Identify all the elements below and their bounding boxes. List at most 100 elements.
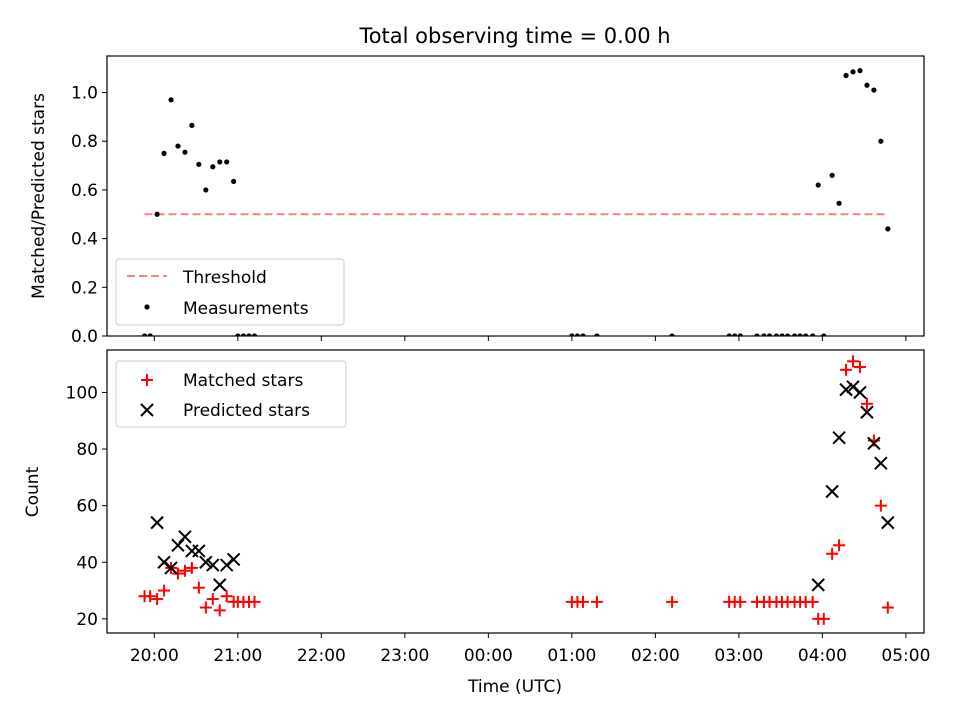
predicted-star-point — [881, 515, 895, 530]
measurement-point — [580, 333, 586, 336]
matched-star-point — [151, 593, 164, 606]
predicted-star-point — [874, 456, 888, 470]
predicted-star-point — [839, 382, 853, 397]
measurement-point — [797, 333, 803, 336]
x-tick-label: 02:00 — [631, 646, 680, 666]
bottom-y-tick-label: 40 — [76, 553, 98, 573]
measurement-point — [878, 138, 884, 144]
matched-star-point — [847, 355, 860, 368]
bottom-legend-box — [115, 360, 347, 428]
predicted-star-point — [213, 578, 227, 592]
measurement-point — [843, 72, 849, 79]
matched-star-point — [192, 581, 205, 594]
top-legend: Threshold Measurements — [115, 258, 345, 326]
matched-star-point — [185, 561, 198, 574]
measurement-point — [224, 159, 230, 165]
matched-star-point — [220, 590, 233, 603]
matched-star-point — [853, 360, 866, 373]
chart-title: Total observing time = 0.00 h — [358, 24, 670, 48]
top-y-axis-label: Matched/Predicted stars — [29, 93, 49, 299]
bottom-panel: 20 40 60 80 100 20:00 21:00 22:00 23:00 00:00 01:… — [23, 349, 930, 697]
measurement-point — [147, 333, 153, 336]
measurement-point — [773, 333, 780, 336]
x-tick-label: 22:00 — [297, 646, 346, 666]
measurement-point — [235, 333, 241, 336]
measurement-point — [574, 333, 581, 336]
top-y-tick-label: 0.0 — [71, 327, 98, 347]
bottom-plot-area — [138, 355, 895, 625]
matched-star-point — [144, 590, 157, 603]
measurement-point — [850, 69, 856, 75]
matched-star-point — [734, 595, 747, 608]
x-tick-label: 20:00 — [130, 646, 179, 666]
predicted-legend-label: Predicted stars — [183, 401, 310, 421]
matched-star-point — [577, 595, 590, 608]
measurement-point — [791, 333, 798, 336]
predicted-star-point — [811, 578, 825, 592]
top-y-tick-label: 0.6 — [71, 181, 98, 201]
x-tick-label: 00:00 — [464, 646, 513, 666]
measurement-point — [829, 172, 835, 178]
measurement-point — [161, 150, 167, 156]
bottom-y-tick-label: 60 — [76, 497, 98, 517]
measurement-point — [885, 226, 891, 232]
bottom-y-axis-label: Count — [23, 466, 43, 517]
matched-star-point — [248, 595, 261, 608]
top-y-tick-label: 0.2 — [71, 278, 98, 298]
predicted-star-point — [150, 515, 164, 530]
measurement-point — [594, 333, 600, 336]
measurement-point — [732, 333, 738, 336]
matched-star-point — [881, 601, 894, 614]
predicted-star-point — [206, 558, 220, 572]
predicted-star-point — [178, 530, 192, 544]
matched-star-point — [860, 397, 873, 410]
measurement-point — [785, 333, 791, 336]
top-panel: 0.0 0.2 0.4 0.6 0.8 1.0 Matched/Predicted sta… — [29, 55, 925, 347]
predicted-star-point — [164, 561, 178, 575]
top-y-ticks: 0.0 0.2 0.4 0.6 0.8 1.0 — [71, 84, 107, 347]
measurement-point — [251, 333, 258, 336]
bottom-y-tick-label: 20 — [76, 610, 98, 630]
top-plot-area — [141, 68, 891, 336]
measurement-point — [175, 143, 181, 149]
matched-star-point — [213, 604, 226, 617]
matched-legend-label: Matched stars — [183, 371, 303, 391]
measurement-point — [569, 333, 575, 336]
threshold-legend-label: Threshold — [182, 268, 267, 288]
x-tick-label: 01:00 — [547, 646, 596, 666]
measurement-point — [246, 333, 252, 336]
x-axis-label: Time (UTC) — [467, 677, 562, 697]
top-x-ticks — [153, 336, 907, 341]
predicted-star-point — [171, 538, 185, 552]
predicted-star-point — [226, 552, 241, 567]
measurement-point — [815, 182, 821, 188]
predicted-star-point — [853, 385, 867, 400]
matched-star-point — [158, 584, 171, 597]
measurement-point — [803, 333, 809, 336]
x-tick-label: 04:00 — [798, 646, 847, 666]
bottom-y-tick-label: 100 — [66, 383, 98, 403]
measurement-point — [737, 333, 743, 336]
bottom-y-tick-label: 80 — [76, 440, 98, 460]
measurement-point — [779, 333, 785, 336]
matched-star-point — [590, 595, 603, 608]
measurement-point — [154, 211, 160, 217]
matched-star-point — [826, 547, 839, 560]
measurements-legend-marker — [144, 304, 150, 310]
measurement-point — [836, 200, 842, 206]
top-axes-frame — [106, 55, 925, 337]
predicted-star-point — [867, 436, 881, 451]
x-tick-label: 21:00 — [213, 646, 262, 666]
predicted-legend-marker — [140, 403, 154, 417]
measurement-point — [821, 333, 827, 336]
measurement-point — [857, 68, 863, 74]
matched-star-point — [806, 595, 819, 608]
bottom-y-ticks: 20 40 60 80 100 — [66, 383, 107, 630]
measurement-point — [871, 87, 877, 93]
measurement-point — [231, 178, 237, 184]
measurement-point — [669, 333, 675, 336]
matched-star-point — [874, 499, 887, 512]
matched-star-point — [178, 564, 191, 577]
measurement-point — [761, 333, 767, 336]
